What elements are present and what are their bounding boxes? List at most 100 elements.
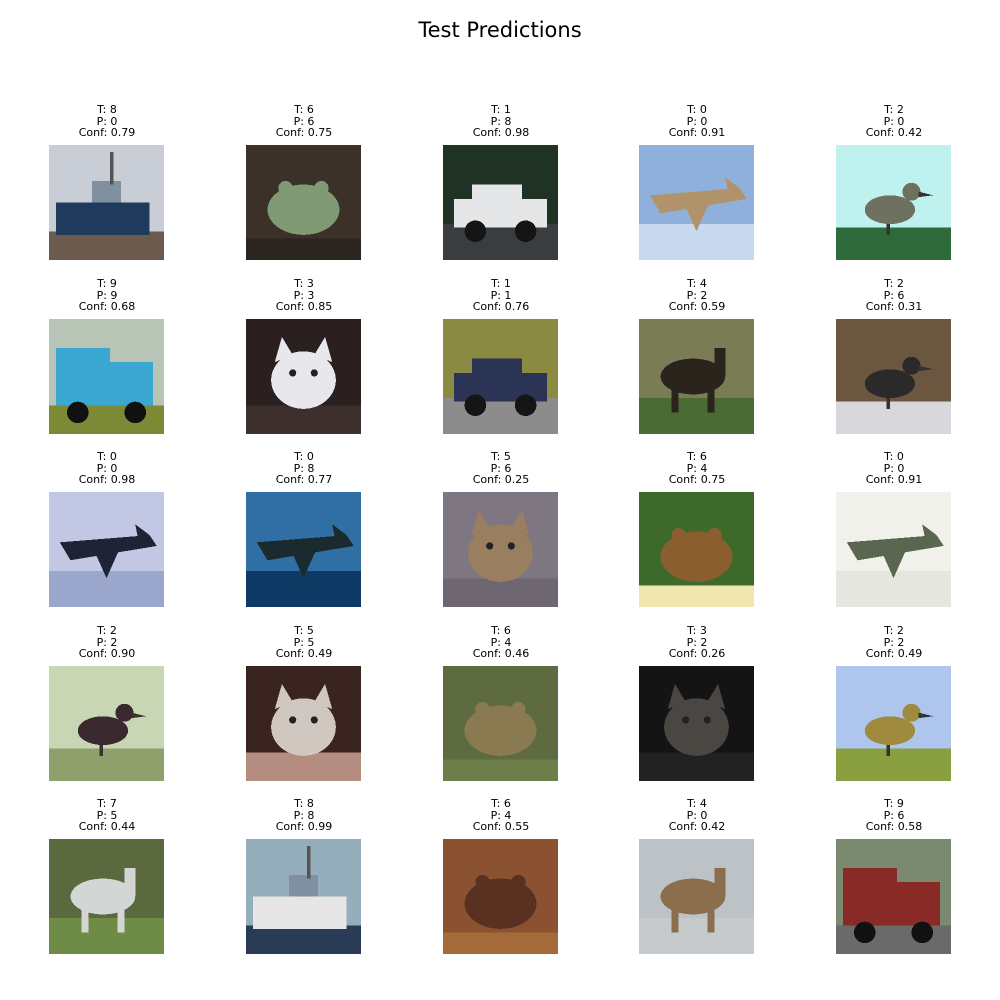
plane-thumbnail — [49, 492, 164, 607]
predicted-label: P: 8 — [293, 808, 315, 822]
true-label: T: 3 — [294, 277, 314, 290]
prediction-panel: T: 1 P: 8 Conf: 0.98 — [436, 103, 566, 260]
frog-thumbnail — [443, 666, 558, 781]
truck-thumbnail — [836, 839, 951, 954]
predicted-label: P: 2 — [686, 635, 708, 649]
sample-image — [246, 666, 361, 781]
sample-image — [443, 492, 558, 607]
plane-thumbnail — [639, 145, 754, 260]
confidence-label: Conf: 0.75 — [668, 473, 726, 486]
predicted-label: P: 0 — [883, 114, 905, 128]
predicted-label: P: 8 — [293, 461, 315, 475]
sample-image — [639, 492, 754, 607]
prediction-panel: T: 9 P: 6 Conf: 0.58 — [829, 797, 959, 954]
true-label: T: 6 — [491, 624, 511, 637]
predicted-label: P: 0 — [883, 461, 905, 475]
prediction-panel: T: 4 P: 0 Conf: 0.42 — [632, 797, 762, 954]
prediction-panel: T: 1 P: 1 Conf: 0.76 — [436, 278, 566, 434]
prediction-panel: T: 0 P: 0 Conf: 0.91 — [632, 103, 762, 260]
dog-thumbnail — [443, 492, 558, 607]
confidence-label: Conf: 0.49 — [275, 647, 333, 660]
true-label: T: 6 — [491, 797, 511, 810]
sample-image — [246, 145, 361, 260]
predicted-label: P: 0 — [686, 114, 708, 128]
predicted-label: P: 2 — [883, 635, 905, 649]
true-label: T: 5 — [491, 450, 511, 463]
true-label: T: 0 — [884, 450, 904, 463]
sample-image — [836, 492, 951, 607]
confidence-label: Conf: 0.90 — [78, 647, 136, 660]
true-label: T: 9 — [97, 277, 117, 290]
sample-image — [246, 319, 361, 434]
confidence-label: Conf: 0.42 — [668, 820, 726, 833]
true-label: T: 4 — [687, 797, 707, 810]
true-label: T: 0 — [97, 450, 117, 463]
true-label: T: 2 — [884, 624, 904, 637]
predicted-label: P: 3 — [293, 288, 315, 302]
predicted-label: P: 6 — [883, 288, 905, 302]
confidence-label: Conf: 0.98 — [472, 126, 530, 139]
prediction-panel: T: 2 P: 0 Conf: 0.42 — [829, 104, 959, 260]
confidence-label: Conf: 0.98 — [78, 473, 136, 486]
true-label: T: 0 — [687, 103, 707, 116]
sample-image — [246, 839, 361, 954]
predicted-label: P: 4 — [490, 635, 512, 649]
predicted-label: P: 0 — [96, 461, 118, 475]
true-label: T: 0 — [294, 450, 314, 463]
true-label: T: 6 — [294, 103, 314, 116]
predicted-label: P: 6 — [883, 808, 905, 822]
bird-thumbnail — [836, 145, 951, 260]
frog-thumbnail — [443, 839, 558, 954]
figure-title: Test Predictions — [418, 18, 582, 42]
car-thumbnail — [443, 145, 558, 260]
sample-image — [639, 839, 754, 954]
frog-thumbnail — [246, 145, 361, 260]
predicted-label: P: 5 — [293, 635, 315, 649]
sample-image — [836, 839, 951, 954]
predicted-label: P: 6 — [293, 114, 315, 128]
prediction-panel: T: 0 P: 0 Conf: 0.98 — [42, 450, 172, 607]
true-label: T: 1 — [491, 103, 511, 116]
true-label: T: 8 — [97, 103, 117, 116]
prediction-panel: T: 2 P: 6 Conf: 0.31 — [829, 277, 959, 434]
sample-image — [49, 145, 164, 260]
plane-thumbnail — [836, 492, 951, 607]
sample-image — [49, 839, 164, 954]
predicted-label: P: 5 — [96, 808, 118, 822]
sample-image — [443, 319, 558, 434]
plane-thumbnail — [246, 492, 361, 607]
prediction-panel: T: 9 P: 9 Conf: 0.68 — [42, 277, 172, 434]
bird-thumbnail — [49, 666, 164, 781]
true-label: T: 4 — [687, 277, 707, 290]
confidence-label: Conf: 0.76 — [472, 300, 530, 313]
cat-thumbnail — [246, 319, 361, 434]
cat-thumbnail — [639, 666, 754, 781]
sample-image — [836, 319, 951, 434]
prediction-panel: T: 2 P: 2 Conf: 0.49 — [829, 624, 959, 781]
predicted-label: P: 2 — [686, 288, 708, 302]
prediction-panel: T: 5 P: 6 Conf: 0.25 — [436, 450, 566, 607]
predicted-label: P: 1 — [490, 288, 512, 302]
sample-image — [836, 666, 951, 781]
true-label: T: 8 — [294, 797, 314, 810]
sample-image — [639, 666, 754, 781]
sample-image — [443, 839, 558, 954]
true-label: T: 9 — [884, 797, 904, 810]
confidence-label: Conf: 0.99 — [275, 820, 333, 833]
confidence-label: Conf: 0.42 — [865, 126, 923, 139]
sample-image — [246, 492, 361, 607]
true-label: T: 2 — [884, 277, 904, 290]
confidence-label: Conf: 0.85 — [275, 300, 333, 313]
prediction-panel: T: 2 P: 2 Conf: 0.90 — [42, 625, 172, 781]
predicted-label: P: 4 — [686, 461, 708, 475]
confidence-label: Conf: 0.91 — [668, 126, 726, 139]
predicted-label: P: 0 — [686, 808, 708, 822]
true-label: T: 7 — [97, 797, 117, 810]
prediction-panel: T: 7 P: 5 Conf: 0.44 — [42, 797, 172, 954]
ship-thumbnail — [246, 839, 361, 954]
sample-image — [836, 145, 951, 260]
true-label: T: 3 — [687, 624, 707, 637]
confidence-label: Conf: 0.25 — [472, 473, 530, 486]
sample-image — [443, 145, 558, 260]
confidence-label: Conf: 0.44 — [78, 820, 136, 833]
